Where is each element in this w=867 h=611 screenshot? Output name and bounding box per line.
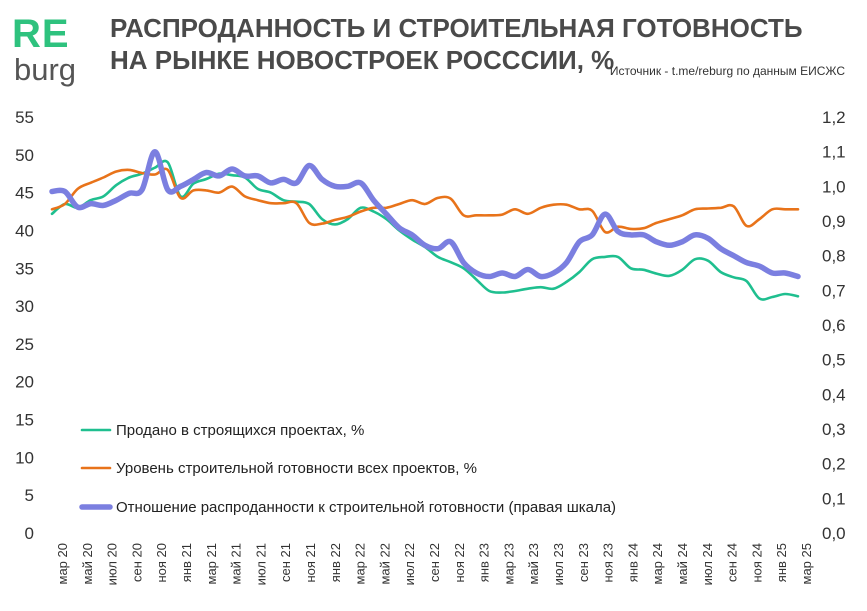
x-tick-label: май 22	[377, 543, 392, 585]
x-axis: мар 20 май 20 июл 20 сен 20 ноя 20 янв 21 мар …	[55, 543, 814, 585]
y-right-tick-label: 0,6	[822, 316, 846, 335]
y-right-tick-label: 0,4	[822, 385, 846, 404]
y-left-tick-label: 55	[15, 108, 34, 127]
x-tick-label: сен 21	[278, 543, 293, 582]
x-tick-label: мар 23	[501, 543, 516, 584]
series-line-3	[49, 148, 801, 280]
x-tick-label: сен 22	[427, 543, 442, 582]
y-right-tick-label: 0,2	[822, 455, 846, 474]
y-right-tick-label: 0,5	[822, 351, 846, 370]
x-tick-label: июл 22	[402, 543, 417, 585]
y-axis-left: 0 5 10 15 20 25 30 35 40 45 50 55	[15, 108, 34, 543]
y-right-tick-label: 1,0	[822, 177, 846, 196]
x-tick-label: янв 24	[625, 543, 640, 582]
y-right-tick-label: 0,3	[822, 420, 846, 439]
y-right-tick-label: 1,2	[822, 108, 846, 127]
x-tick-label: мар 20	[55, 543, 70, 584]
x-tick-label: ноя 24	[749, 543, 764, 583]
x-tick-label: ноя 22	[452, 543, 467, 583]
x-tick-label: июл 20	[105, 543, 120, 585]
y-right-tick-label: 0,0	[822, 524, 846, 543]
x-tick-label: мар 22	[353, 543, 368, 584]
x-tick-label: янв 22	[328, 543, 343, 582]
x-tick-label: май 24	[675, 543, 690, 585]
x-tick-label: сен 20	[129, 543, 144, 582]
x-tick-label: июл 23	[551, 543, 566, 585]
series-lines	[49, 148, 801, 301]
x-tick-label: ноя 21	[303, 543, 318, 583]
legend: Продано в строящихся проектах, % Уровень …	[79, 422, 616, 516]
legend-label: Отношение распроданности к строительной …	[116, 499, 616, 516]
x-tick-label: июл 24	[700, 543, 715, 585]
y-left-tick-label: 10	[15, 448, 34, 467]
x-tick-label: ноя 20	[154, 543, 169, 583]
y-left-tick-label: 0	[25, 524, 34, 543]
y-axis-right: 0,0 0,1 0,2 0,3 0,4 0,5 0,6 0,7 0,8 0,9 1,0 1,1 1,2	[822, 108, 846, 543]
x-tick-label: май 20	[80, 543, 95, 585]
x-tick-label: май 23	[526, 543, 541, 585]
y-right-tick-label: 0,9	[822, 212, 846, 231]
y-left-tick-label: 15	[15, 411, 34, 430]
y-left-tick-label: 25	[15, 335, 34, 354]
x-tick-label: янв 23	[477, 543, 492, 582]
x-tick-label: янв 25	[774, 543, 789, 582]
legend-label: Уровень строительной готовности всех про…	[116, 460, 477, 477]
logo-re-text: RE	[12, 12, 70, 56]
x-tick-label: мар 21	[204, 543, 219, 584]
y-left-tick-label: 30	[15, 297, 34, 316]
y-left-tick-label: 50	[15, 146, 34, 165]
x-tick-label: сен 24	[725, 543, 740, 582]
x-tick-label: июл 21	[253, 543, 268, 585]
logo-burg-text: burg	[14, 52, 77, 87]
y-left-tick-label: 20	[15, 373, 34, 392]
x-tick-label: май 21	[229, 543, 244, 585]
source-note: Источник - t.me/reburg по данным ЕИСЖС	[609, 64, 845, 78]
x-tick-label: янв 21	[179, 543, 194, 582]
y-right-tick-label: 0,1	[822, 489, 846, 508]
y-right-tick-label: 1,1	[822, 143, 846, 162]
y-left-tick-label: 35	[15, 259, 34, 278]
logo: RE burg	[12, 12, 82, 87]
x-tick-label: ноя 23	[601, 543, 616, 583]
y-left-tick-label: 45	[15, 184, 34, 203]
y-right-tick-label: 0,7	[822, 281, 846, 300]
x-tick-label: мар 24	[650, 543, 665, 584]
x-tick-label: мар 25	[799, 543, 814, 584]
y-right-tick-label: 0,8	[822, 247, 846, 266]
chart-title: РАСПРОДАННОСТЬ И СТРОИТЕЛЬНАЯ ГОТОВНОСТЬ…	[110, 13, 803, 75]
legend-label: Продано в строящихся проектах, %	[116, 422, 364, 439]
y-left-tick-label: 40	[15, 221, 34, 240]
y-left-tick-label: 5	[25, 486, 34, 505]
x-tick-label: сен 23	[576, 543, 591, 582]
